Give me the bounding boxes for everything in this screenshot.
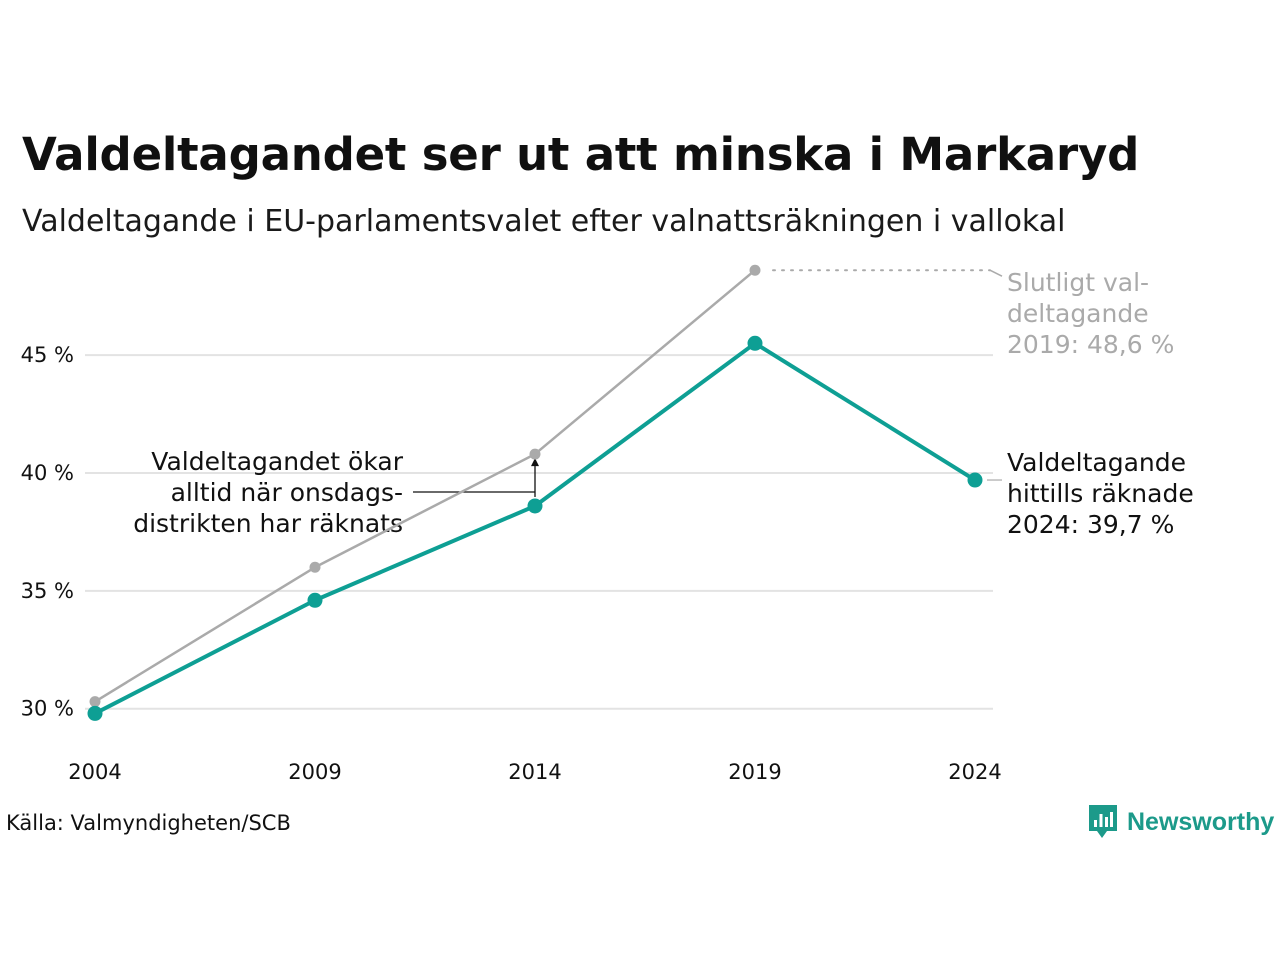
series-final-point-2014: [529, 448, 541, 460]
annotation-counted-2024-line: Valdeltagande: [1007, 448, 1186, 477]
annotation-final-2019: Slutligt val-deltagande 2019: 48,6 %: [1007, 268, 1174, 359]
series-counted-point-2004: [87, 705, 103, 721]
y-tick-label-35: 35 %: [21, 579, 74, 603]
chart-subtitle: Valdeltagande i EU-parlamentsvalet efter…: [22, 204, 1066, 239]
wednesday-note-arrowhead: [531, 458, 539, 467]
annotation-final-2019-line: 2019: 48,6 %: [1007, 330, 1174, 359]
brand-name: Newsworthy: [1127, 807, 1275, 836]
newsworthy-logo-icon: [1089, 805, 1117, 838]
x-tick-label-2019: 2019: [728, 760, 781, 784]
series-final-point-2004: [89, 696, 101, 708]
series-counted-point-2009: [307, 592, 323, 608]
series-final-point-2009: [309, 561, 321, 573]
annotation-counted-2024: Valdeltagande hittills räknade 2024: 39,7 …: [1007, 448, 1194, 539]
source-note: Källa: Valmyndigheten/SCB: [6, 811, 291, 835]
annotation-wednesday-note-line: distrikten har räknats: [133, 509, 403, 538]
y-tick-label-40: 40 %: [21, 461, 74, 485]
annotation-final-2019-line: deltagande: [1007, 299, 1149, 328]
chart-title: Valdeltagandet ser ut att minska i Marka…: [22, 128, 1140, 181]
x-tick-label-2014: 2014: [508, 760, 561, 784]
final-2019-leader-tick: [989, 269, 1003, 277]
series-counted-point-2014: [527, 498, 543, 514]
y-tick-label-45: 45 %: [21, 343, 74, 367]
series-counted-point-2019: [747, 335, 763, 351]
series: [87, 264, 983, 721]
annotation-counted-2024-line: hittills räknade: [1007, 479, 1194, 508]
annotation-wednesday-note-line: alltid när onsdags-: [171, 478, 403, 507]
gridlines: [85, 354, 993, 710]
annotations: Slutligt val-deltagande 2019: 48,6 % Valde…: [133, 268, 1193, 539]
x-tick-label-2024: 2024: [948, 760, 1001, 784]
x-tick-label-2009: 2009: [288, 760, 341, 784]
series-final-point-2019: [749, 264, 761, 276]
series-final-line: [93, 268, 757, 703]
series-counted-point-2024: [967, 472, 983, 488]
y-tick-label-30: 30 %: [21, 697, 74, 721]
axes: 30 % 35 % 40 % 45 % 2004 2009 2014 2019 2024: [21, 343, 1002, 784]
brand-logo: Newsworthy: [1087, 802, 1274, 842]
x-tick-label-2004: 2004: [68, 760, 121, 784]
annotation-wednesday-note: Valdeltagandet ökar alltid när onsdags-di…: [133, 447, 403, 538]
annotation-counted-2024-line: 2024: 39,7 %: [1007, 510, 1174, 539]
annotation-wednesday-note-line: Valdeltagandet ökar: [151, 447, 403, 476]
annotation-final-2019-line: Slutligt val-: [1007, 268, 1149, 297]
